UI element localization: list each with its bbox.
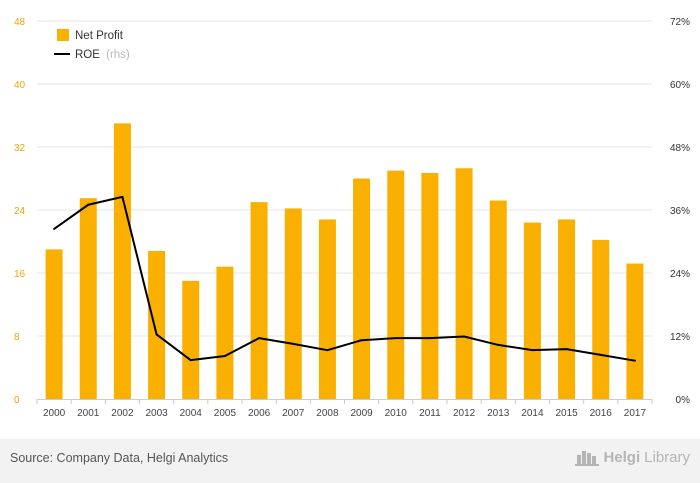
source-text: Source: Company Data, Helgi Analytics: [10, 451, 229, 465]
y-left-tick-label: 48: [14, 17, 26, 28]
bar-net-profit-2005: [216, 266, 234, 399]
y-axis-left: 0 8 16 24 32 40 48: [14, 17, 26, 406]
legend-label-roe-note: (rhs): [106, 49, 130, 61]
point-roe-2003: [155, 333, 158, 336]
y-right-tick-label: 48%: [670, 143, 690, 154]
point-roe-2004: [189, 359, 192, 362]
y-left-tick-label: 0: [14, 395, 20, 406]
bar-net-profit-2014: [523, 222, 541, 399]
x-tick-label-2009: 2009: [350, 408, 373, 419]
line-roe: [53, 195, 636, 362]
y-left-tick-label: 24: [14, 206, 26, 217]
point-roe-2015: [565, 348, 568, 351]
x-tick-label-2010: 2010: [385, 408, 408, 419]
y-left-tick-label: 16: [14, 269, 26, 280]
x-tick-label-2007: 2007: [282, 408, 305, 419]
grid-lines: [37, 20, 652, 337]
y-right-tick-label: 0%: [676, 395, 691, 406]
x-tick-label-2001: 2001: [77, 408, 100, 419]
bar-net-profit-2011: [421, 172, 439, 399]
y-right-tick-label: 60%: [670, 80, 690, 91]
bar-net-profit-2004: [182, 280, 200, 399]
x-tick-label-2003: 2003: [145, 408, 168, 419]
legend: Net Profit ROE (rhs): [54, 29, 130, 61]
y-axis-right: 0% 12% 24% 36% 48% 60% 72%: [670, 17, 690, 406]
bar-net-profit-2012: [455, 168, 473, 399]
logo-sub: Library: [644, 448, 690, 466]
y-right-tick-label: 24%: [670, 269, 690, 280]
x-tick-label-2008: 2008: [316, 408, 339, 419]
castle-icon: [575, 451, 600, 466]
bar-net-profit-2015: [558, 219, 576, 399]
point-roe-2009: [360, 339, 363, 342]
point-roe-2011: [428, 337, 431, 340]
point-roe-2017: [633, 359, 636, 362]
bar-net-profit-2006: [250, 202, 268, 399]
bar-net-profit-2010: [387, 170, 405, 399]
net-profit-bars: [45, 123, 644, 399]
y-right-tick-label: 72%: [670, 17, 690, 28]
y-left-tick-label: 32: [14, 143, 26, 154]
x-tick-label-2004: 2004: [180, 408, 203, 419]
bar-net-profit-2017: [626, 263, 644, 399]
bar-net-profit-2000: [45, 249, 63, 399]
x-tick-label-2014: 2014: [521, 408, 544, 419]
legend-label-net-profit: Net Profit: [75, 30, 124, 42]
y-left-tick-label: 40: [14, 80, 26, 91]
point-roe-2010: [394, 337, 397, 340]
bar-net-profit-2002: [113, 123, 131, 399]
point-roe-2012: [463, 335, 466, 338]
y-right-tick-label: 36%: [670, 206, 690, 217]
point-roe-2014: [531, 349, 534, 352]
logo-main: Helgi: [603, 448, 641, 466]
x-tick-label-2013: 2013: [487, 408, 510, 419]
point-roe-2008: [326, 349, 329, 352]
legend-label-roe-name: ROE: [75, 49, 100, 61]
point-roe-2013: [497, 343, 500, 346]
x-tick-label-2005: 2005: [214, 408, 237, 419]
roe-line-series: [53, 195, 636, 362]
x-tick-label-2015: 2015: [555, 408, 578, 419]
x-tick-label-2006: 2006: [248, 408, 271, 419]
legend-label-roe: ROE (rhs): [75, 49, 130, 61]
point-roe-2005: [223, 354, 226, 357]
x-tick-label-2016: 2016: [590, 408, 613, 419]
bar-net-profit-2008: [318, 219, 336, 399]
x-tick-label-2002: 2002: [111, 408, 134, 419]
y-right-tick-label: 12%: [670, 332, 690, 343]
x-tick-label-2011: 2011: [419, 408, 441, 419]
x-tick-label-2000: 2000: [43, 408, 66, 419]
helgi-library-logo[interactable]: Helgi Library: [575, 448, 690, 466]
x-tick-label-2017: 2017: [624, 408, 647, 419]
point-roe-2002: [121, 195, 124, 198]
bar-net-profit-2013: [489, 200, 507, 399]
bar-net-profit-2007: [284, 208, 302, 399]
bar-net-profit-2001: [79, 198, 97, 399]
footer: Source: Company Data, Helgi Analytics He…: [0, 439, 700, 483]
legend-swatch-net-profit: [57, 29, 69, 41]
point-roe-2007: [292, 342, 295, 345]
point-roe-2000: [53, 227, 56, 230]
point-roe-2006: [258, 337, 261, 340]
bar-net-profit-2003: [148, 250, 166, 399]
x-axis: 2000 2001 2002 2003 2004 2005 2006 2007 2008 2009…: [36, 399, 653, 419]
bar-net-profit-2016: [592, 239, 610, 399]
point-roe-2001: [87, 203, 90, 206]
bar-net-profit-2009: [353, 178, 371, 399]
y-left-tick-label: 8: [14, 332, 20, 343]
point-roe-2016: [599, 353, 602, 356]
x-tick-label-2012: 2012: [453, 408, 476, 419]
